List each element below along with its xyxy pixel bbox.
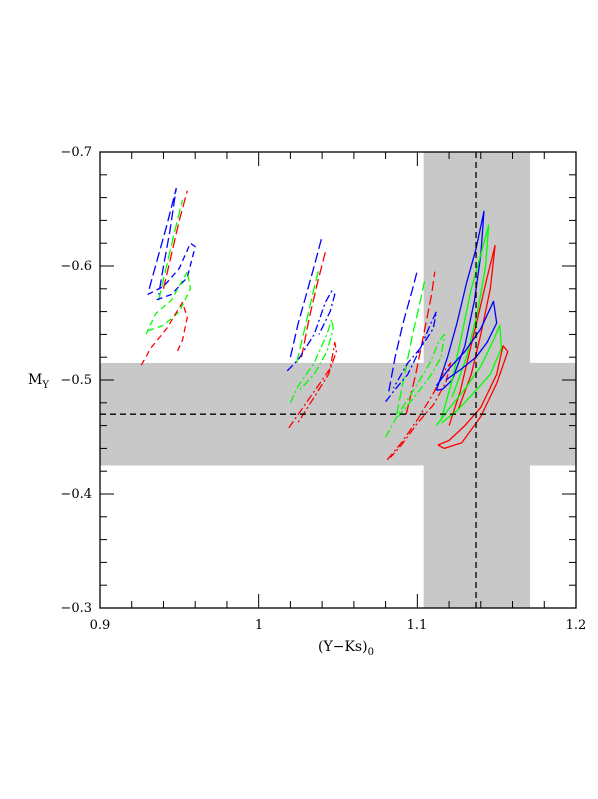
x-tick-labels: 0.9 1 1.1 1.2 [90,618,587,633]
y-axis-label-main: M [28,372,42,388]
series-line [386,362,452,461]
y-tick-label: −0.6 [60,259,92,274]
series-line [385,333,445,438]
x-tick-label: 0.9 [90,618,111,633]
series-line [145,271,192,335]
x-axis-label-main: (Y−Ks) [318,639,368,655]
series-line [388,270,418,392]
reference-lines [100,152,576,608]
x-tick-label: 1.1 [407,618,428,633]
y-axis-label: MY [28,372,49,391]
series-line [286,290,336,372]
y-tick-labels: −0.7 −0.6 −0.5 −0.4 −0.3 [60,145,92,616]
series-line [405,271,436,415]
x-axis-label-subscript: 0 [368,647,374,658]
series-line [435,300,498,387]
series-line [158,199,184,301]
series-line [289,236,323,358]
series-line [437,345,509,450]
series-line [288,341,338,429]
y-tick-label: −0.5 [60,373,92,388]
series-line [385,310,438,403]
x-tick-label: 1 [255,618,263,633]
series-line [147,242,196,301]
x-tick-label: 1.2 [566,618,587,633]
series-line [148,187,177,295]
series-line [300,252,326,358]
y-tick-label: −0.3 [60,601,92,616]
series-line [440,224,490,421]
axis-ticks [99,151,577,609]
series-line [435,210,485,391]
series-line [140,301,188,366]
series-line [289,318,334,404]
series-line [296,268,320,364]
series-curves [140,187,509,461]
series-line [435,324,503,426]
x-axis-label: (Y−Ks)0 [318,639,374,658]
y-tick-label: −0.7 [60,145,92,160]
y-axis-label-subscript: Y [41,380,49,391]
series-line [162,190,188,289]
y-tick-label: −0.4 [60,487,92,502]
